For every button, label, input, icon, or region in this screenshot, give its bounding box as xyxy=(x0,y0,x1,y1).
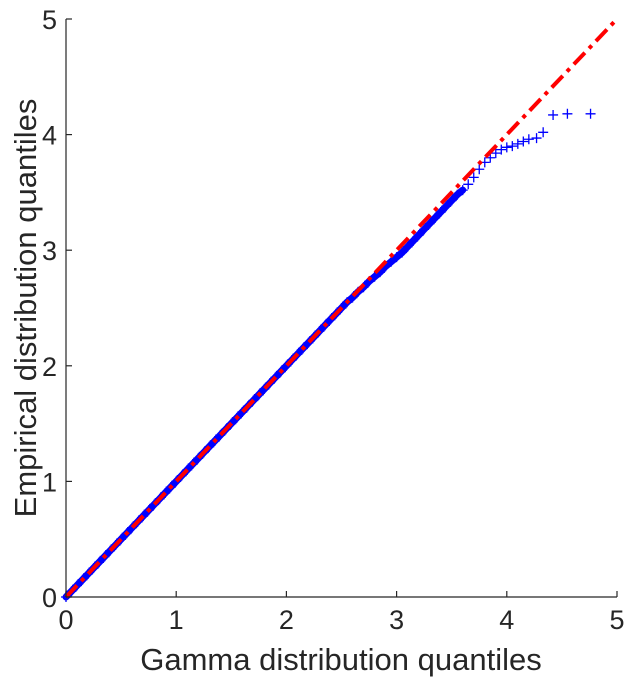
y-tick-label: 5 xyxy=(42,5,57,35)
data-point xyxy=(303,337,314,348)
x-tick-label: 1 xyxy=(169,605,184,635)
data-point xyxy=(512,138,523,149)
y-axis-label: Empirical distribution quantiles xyxy=(8,99,43,518)
data-point xyxy=(281,360,292,371)
data-point xyxy=(105,545,116,556)
data-point xyxy=(446,195,457,206)
data-point xyxy=(408,235,419,246)
data-point xyxy=(325,314,336,325)
data-point xyxy=(83,568,94,579)
data-point xyxy=(127,522,138,533)
data-point xyxy=(424,218,435,229)
data-point xyxy=(585,108,596,119)
data-point xyxy=(391,252,402,263)
data-point xyxy=(430,212,441,223)
data-point xyxy=(457,185,468,196)
data-point xyxy=(237,407,248,418)
y-tick-label: 2 xyxy=(42,352,57,382)
data-point xyxy=(386,256,397,267)
data-point xyxy=(402,241,413,252)
y-tick-label: 1 xyxy=(42,467,57,497)
y-tick-label: 3 xyxy=(42,236,57,266)
reference-line xyxy=(64,17,619,599)
data-point xyxy=(452,189,463,200)
plot-area xyxy=(61,17,619,602)
data-point xyxy=(193,453,204,464)
data-point xyxy=(259,383,270,394)
data-point xyxy=(468,172,479,183)
data-point xyxy=(413,230,424,241)
data-point xyxy=(441,201,452,212)
data-point xyxy=(435,207,446,218)
data-point xyxy=(538,127,549,138)
x-tick-label: 0 xyxy=(58,605,73,635)
data-point xyxy=(490,148,501,159)
axes: 0 1 2 3 4 5 0 1 2 3 4 5 xyxy=(42,5,625,635)
y-tick-label: 4 xyxy=(42,121,57,151)
data-point xyxy=(531,133,542,144)
data-point xyxy=(496,144,507,155)
x-tick-label: 3 xyxy=(389,605,404,635)
y-tick-label: 0 xyxy=(42,583,57,613)
x-tick-label: 5 xyxy=(609,605,624,635)
data-point xyxy=(215,430,226,441)
data-point xyxy=(171,476,182,487)
data-point xyxy=(518,136,529,147)
data-point xyxy=(369,271,380,282)
data-point xyxy=(523,134,534,145)
data-point xyxy=(149,499,160,510)
data-point xyxy=(474,164,485,175)
x-tick-label: 4 xyxy=(499,605,514,635)
data-point xyxy=(562,108,573,119)
data-point xyxy=(463,179,474,190)
data-point xyxy=(501,142,512,153)
data-point xyxy=(419,224,430,235)
x-tick-label: 2 xyxy=(279,605,294,635)
x-axis-label: Gamma distribution quantiles xyxy=(140,642,541,677)
data-point xyxy=(548,109,559,120)
data-point xyxy=(397,247,408,258)
data-point xyxy=(507,141,518,152)
